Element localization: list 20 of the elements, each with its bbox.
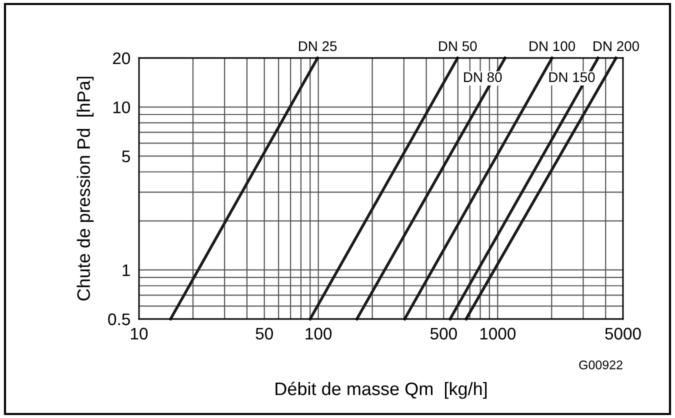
y-tick-label: 20 bbox=[112, 52, 130, 64]
series-label: DN 100 bbox=[530, 41, 576, 52]
series-label: DN 200 bbox=[594, 41, 639, 52]
series-label: DN 50 bbox=[439, 41, 477, 52]
x-tick-label: 10 bbox=[131, 328, 148, 340]
series-label: DN 80 bbox=[464, 72, 502, 82]
y-tick-label: 1 bbox=[122, 264, 130, 276]
text: G00922 bbox=[579, 360, 622, 370]
y-tick-label: 0.5 bbox=[108, 313, 130, 326]
x-tick-label: 1000 bbox=[480, 328, 516, 340]
x-tick-label: 5000 bbox=[605, 328, 641, 340]
x-tick-label: 50 bbox=[256, 328, 273, 340]
y-tick-label: 5 bbox=[122, 150, 130, 162]
x-tick-label: 500 bbox=[430, 328, 457, 340]
series-label: DN 150 bbox=[549, 72, 595, 82]
x-tick-label: 100 bbox=[306, 328, 332, 340]
y-axis-title: Chute de pression Pd [hPa] bbox=[76, 76, 94, 300]
x-axis-title: Débit de masse Qm [kg/h] bbox=[276, 382, 487, 399]
y-tick-label: 10 bbox=[113, 101, 130, 114]
series-label: DN 25 bbox=[299, 41, 337, 52]
